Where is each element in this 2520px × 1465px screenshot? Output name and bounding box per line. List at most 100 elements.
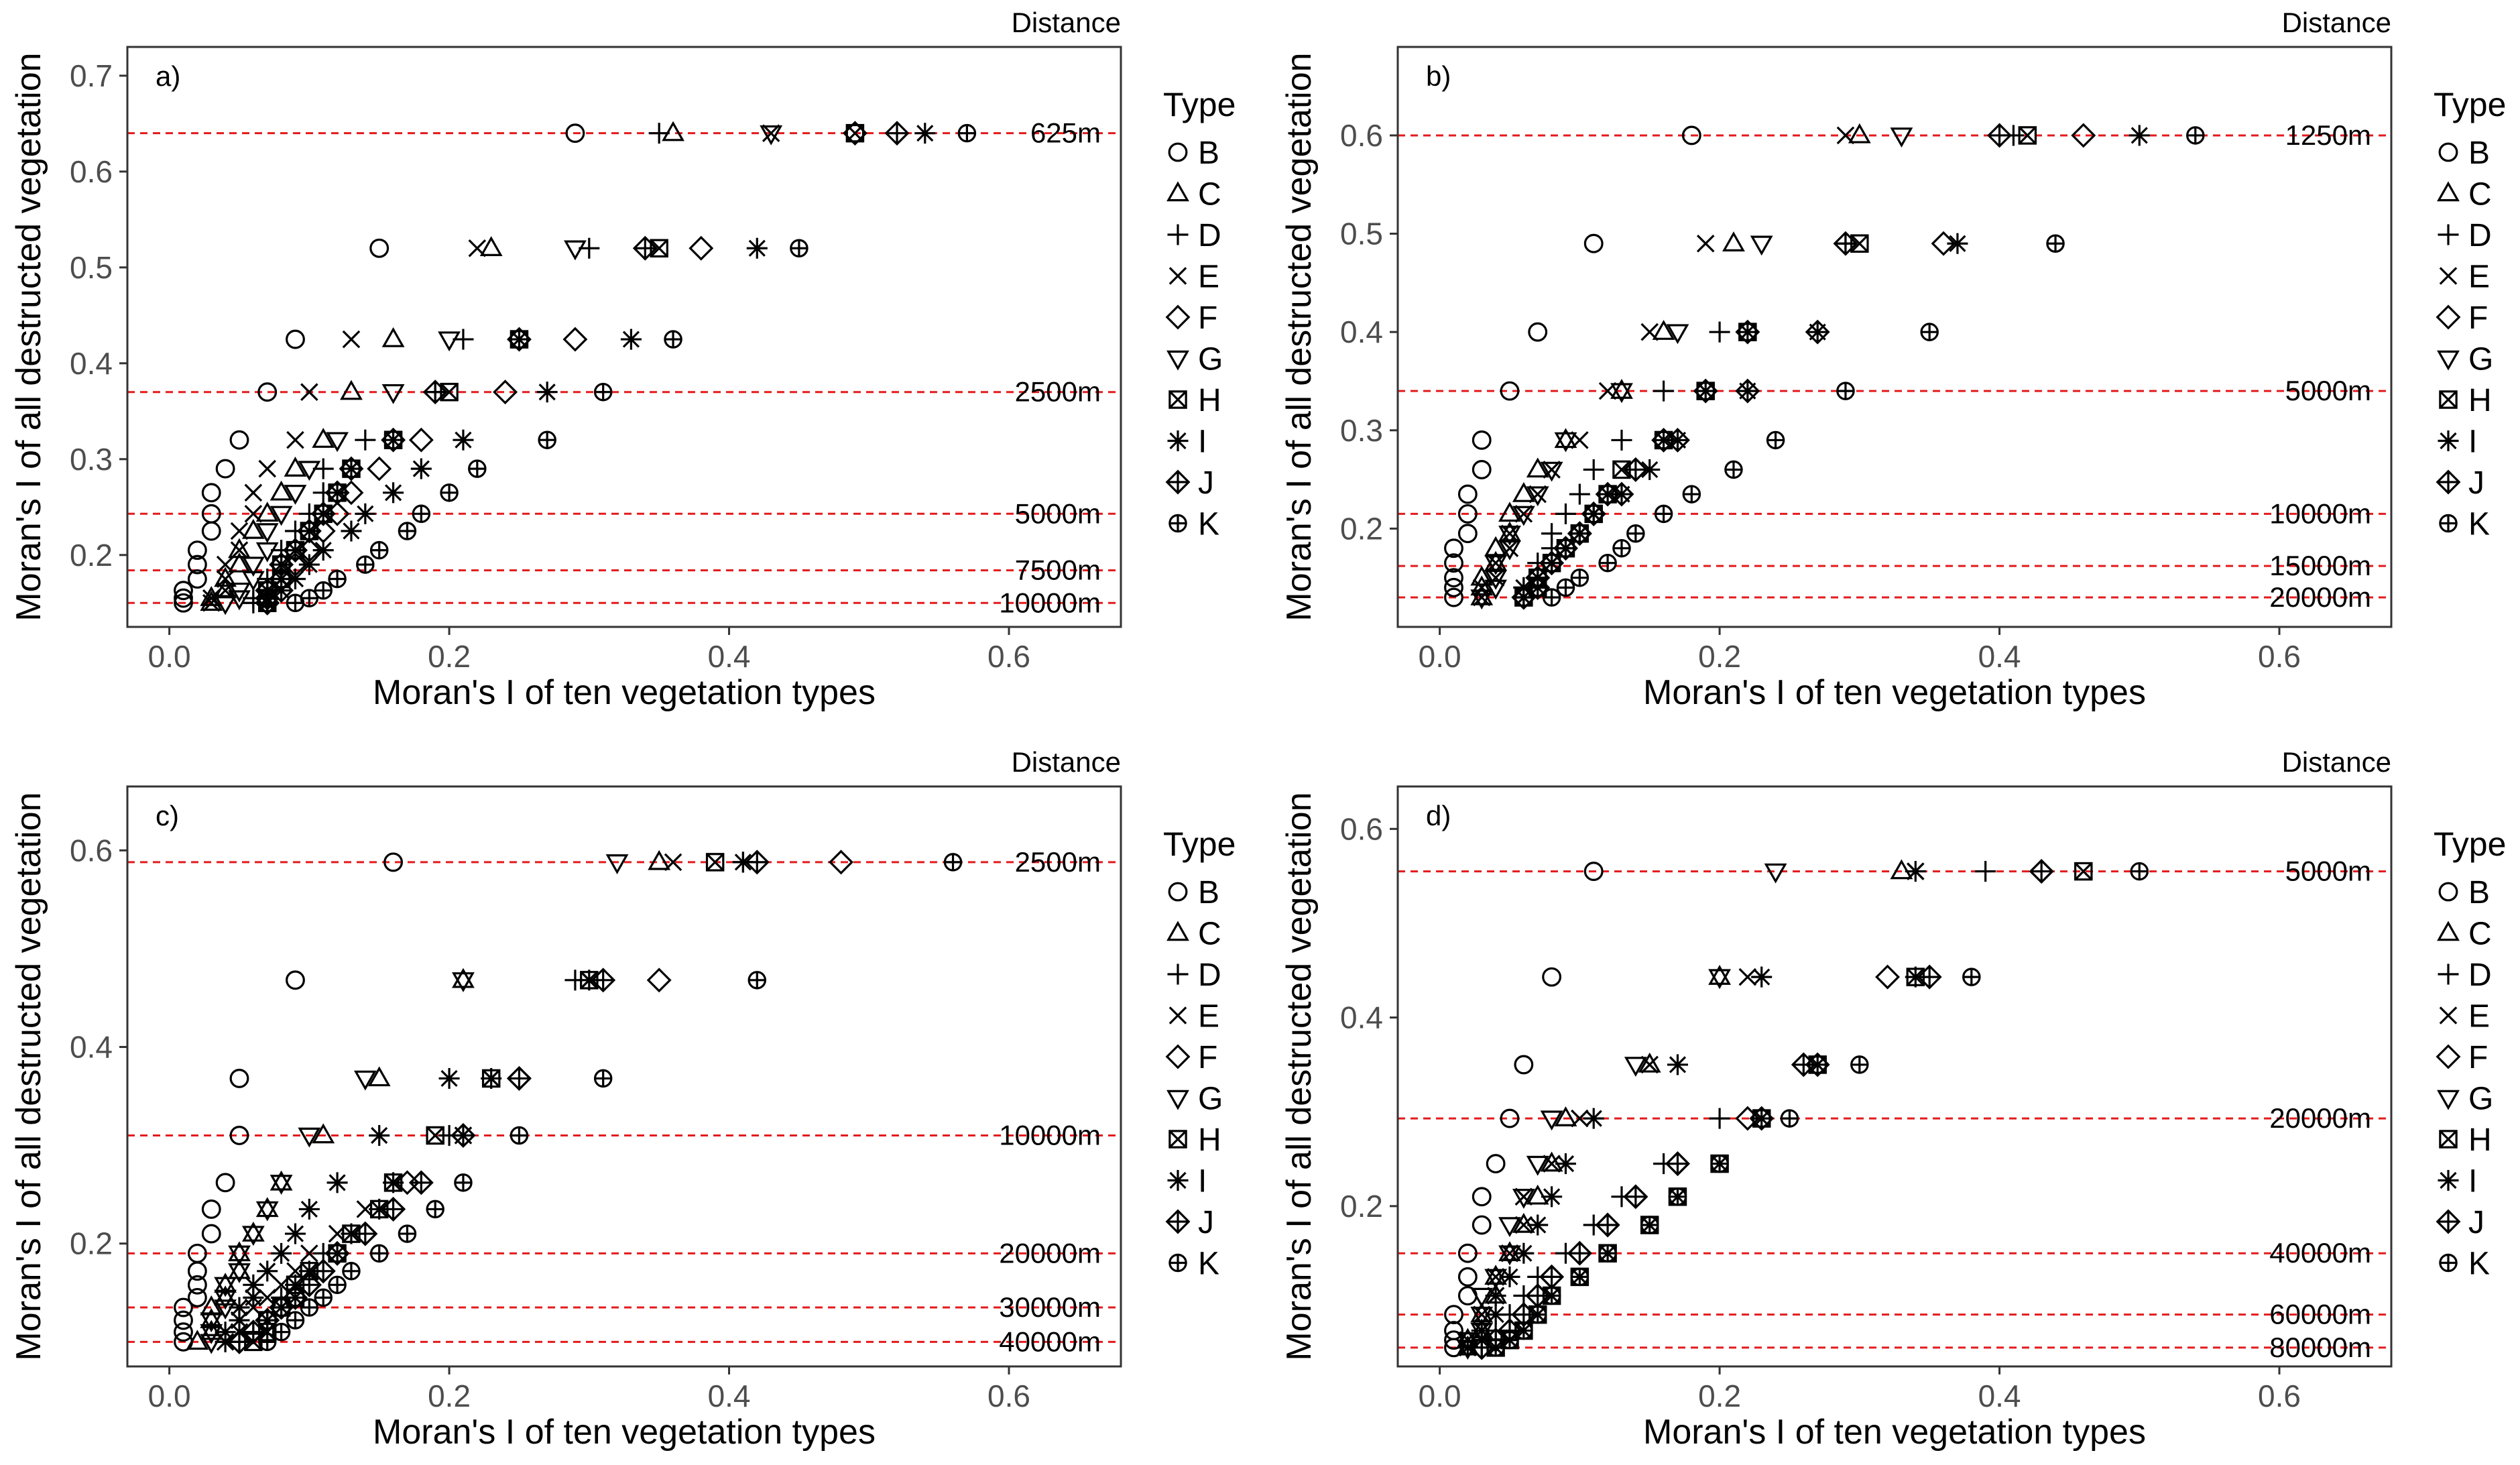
marker-c (312, 1123, 335, 1144)
marker-j (591, 968, 616, 993)
marker-g (1764, 863, 1787, 884)
marker-f (1875, 964, 1901, 990)
marker-c (214, 578, 237, 599)
marker-e (1836, 126, 1855, 145)
marker-b (1457, 524, 1478, 544)
marker-j (744, 849, 770, 875)
marker-e (1486, 554, 1505, 572)
distance-label: 5000m (1015, 497, 1101, 529)
marker-k (1920, 323, 1939, 341)
distance-label: 20000m (999, 1237, 1101, 1269)
marker-g (269, 1175, 293, 1195)
marker-b (201, 1224, 221, 1244)
y-tick-label: 0.4 (70, 346, 113, 381)
data-points (174, 121, 977, 616)
marker-c (1470, 565, 1494, 586)
marker-d (579, 237, 600, 259)
marker-j (1735, 319, 1760, 345)
distance-title: Distance (2282, 7, 2391, 38)
legend-label: F (1198, 1040, 1217, 1075)
marker-k (593, 382, 613, 402)
marker-g (1512, 506, 1535, 526)
marker-c (228, 538, 251, 559)
marker-c (312, 428, 335, 448)
y-tick-label: 0.2 (1340, 511, 1383, 546)
x-tick-label: 0.6 (987, 1379, 1030, 1413)
marker-b (369, 238, 389, 258)
marker-c (1848, 123, 1871, 143)
marker-e (244, 483, 263, 502)
marker-k (1640, 1216, 1659, 1234)
x-axis-title: Moran's I of ten vegetation types (1643, 1413, 2146, 1452)
legend-label: K (2468, 1246, 2490, 1282)
y-tick-label: 0.6 (1340, 118, 1383, 153)
marker-g (214, 595, 237, 616)
marker-b (1444, 538, 1463, 559)
marker-b (286, 970, 305, 990)
marker-g (1526, 1155, 1549, 1176)
marker-g (760, 125, 783, 145)
marker-i (355, 503, 376, 524)
marker-b (1486, 1154, 1506, 1174)
marker-k (1528, 1305, 1547, 1324)
marker-k (1486, 1338, 1505, 1357)
distance-label: 7500m (1015, 554, 1101, 586)
marker-j (269, 1295, 294, 1320)
distance-label: 10000m (999, 1119, 1101, 1151)
marker-i (1737, 380, 1758, 402)
marker-e (762, 124, 780, 142)
marker-i (271, 1242, 292, 1264)
x-tick-label: 0.4 (708, 1379, 751, 1413)
marker-b (2438, 142, 2458, 162)
marker-b (187, 1287, 207, 1307)
marker-c (255, 1197, 279, 1218)
marker-f (493, 379, 518, 405)
marker-g (255, 1201, 279, 1222)
marker-k (538, 430, 556, 449)
marker-b (174, 581, 193, 601)
marker-c (200, 1320, 223, 1340)
y-tick-label: 0.7 (70, 58, 113, 93)
marker-e (1500, 1244, 1519, 1263)
marker-j (353, 1221, 378, 1246)
y-tick-label: 0.4 (1340, 1000, 1383, 1035)
marker-g (381, 384, 405, 404)
marker-g (2437, 350, 2460, 371)
marker-j (1581, 501, 1606, 526)
marker-c (1166, 921, 1189, 941)
marker-g (1166, 350, 1189, 371)
marker-k (286, 1311, 305, 1330)
marker-i (243, 1287, 264, 1308)
marker-j (1165, 1209, 1191, 1234)
marker-j (324, 1240, 350, 1266)
marker-g (200, 1324, 223, 1344)
legend-title: Type (2434, 825, 2506, 863)
marker-d (1709, 1108, 1730, 1129)
marker-c (1554, 1106, 1577, 1126)
x-axis-title: Moran's I of ten vegetation types (373, 1413, 876, 1452)
marker-g (1498, 525, 1521, 546)
distance-label: 10000m (999, 587, 1101, 618)
marker-h (2018, 126, 2037, 145)
marker-j (1651, 427, 1677, 453)
marker-b (1472, 430, 1492, 450)
marker-e (286, 430, 304, 449)
data-points (174, 849, 963, 1354)
x-tick-label: 0.2 (1698, 639, 1741, 674)
marker-e (300, 383, 318, 401)
marker-g (1610, 383, 1633, 404)
marker-j (1539, 1264, 1565, 1289)
marker-j (283, 538, 308, 563)
legend-title: Type (1163, 86, 1236, 123)
legend-label: E (1198, 999, 1219, 1035)
panel-label: a) (156, 60, 180, 92)
legend-label: K (1198, 1246, 1219, 1282)
marker-i (2128, 125, 2150, 146)
y-tick-label: 0.2 (70, 538, 113, 573)
marker-f (2436, 1044, 2461, 1069)
marker-i (1555, 1153, 1577, 1175)
marker-b (201, 483, 221, 503)
marker-j (1623, 1184, 1648, 1210)
legend-label: J (2468, 1205, 2484, 1240)
